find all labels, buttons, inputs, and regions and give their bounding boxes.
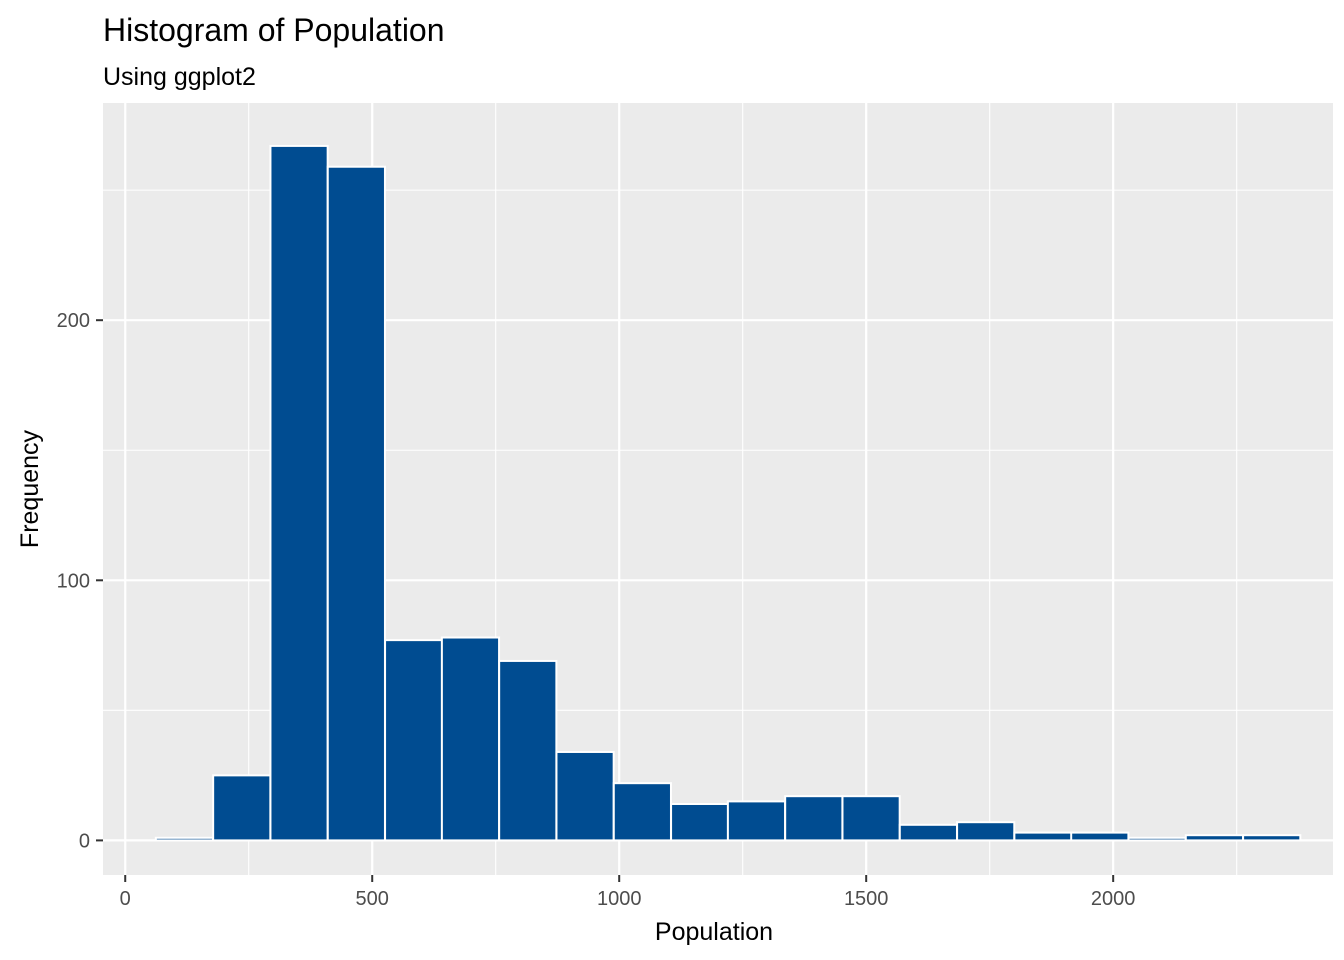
x-tick-label: 1500 [844, 888, 889, 910]
chart-subtitle: Using ggplot2 [103, 63, 256, 91]
histogram-bar [726, 800, 787, 842]
histogram-bar [670, 802, 730, 842]
histogram-bar [898, 823, 958, 842]
histogram-bar [555, 750, 615, 842]
chart-title: Histogram of Population [103, 12, 445, 48]
histogram-bar [1127, 836, 1187, 842]
y-tick-label: 200 [57, 310, 90, 332]
histogram-bar [498, 659, 558, 842]
histogram-bar [384, 639, 444, 842]
y-axis-title: Frequency [16, 429, 44, 548]
y-tick-label: 100 [57, 570, 90, 592]
histogram-bars [154, 144, 1302, 842]
histogram-bar [269, 144, 329, 842]
x-axis-title: Population [655, 918, 773, 946]
x-tick-label: 2000 [1091, 888, 1136, 910]
histogram-bar [956, 821, 1016, 842]
histogram-bar [1242, 834, 1302, 842]
x-tick-label: 500 [356, 888, 389, 910]
x-tick-label: 1000 [597, 888, 642, 910]
histogram-bar [841, 795, 901, 842]
histogram-bar [1184, 834, 1244, 842]
y-axis: 0 100 200 [57, 310, 103, 852]
histogram-bar [212, 774, 272, 842]
histogram-bar [784, 795, 844, 842]
histogram-bar [612, 782, 672, 842]
histogram-bar [440, 636, 501, 842]
histogram-bar [326, 165, 386, 842]
y-tick-label: 0 [79, 830, 90, 852]
histogram-bar [1070, 831, 1130, 842]
histogram-bar [1013, 831, 1073, 842]
x-tick-label: 0 [120, 888, 131, 910]
histogram-bar [154, 836, 215, 842]
x-axis: 0 500 1000 1500 2000 [120, 875, 1136, 910]
